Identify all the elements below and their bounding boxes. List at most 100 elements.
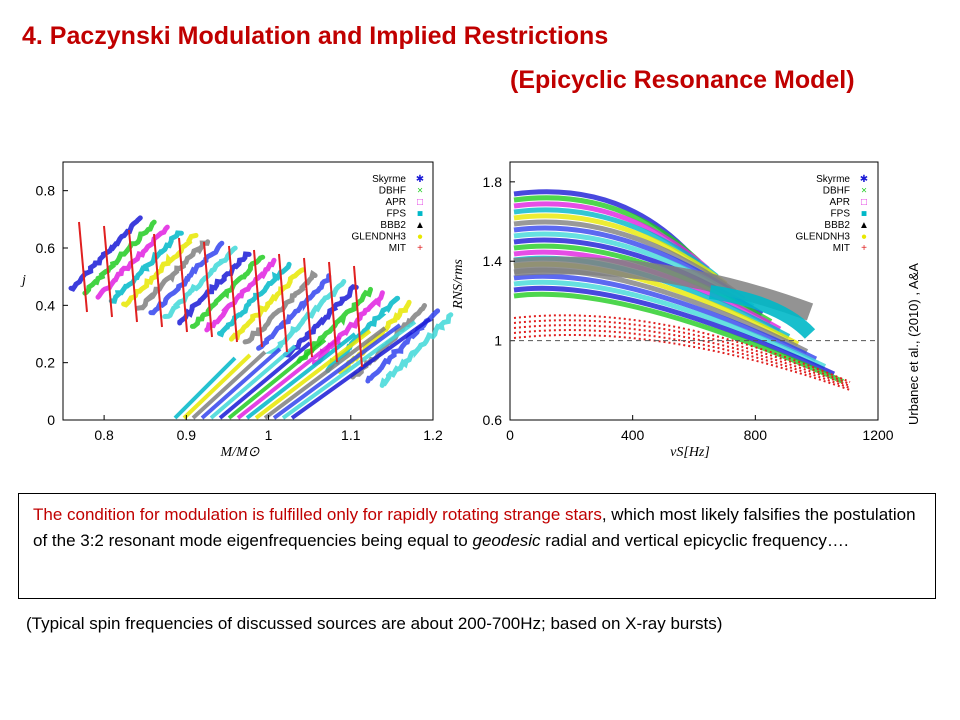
left-x-tick-label: 1.1: [341, 427, 361, 443]
left-mit-streak: [153, 233, 163, 328]
left-mit-streak: [103, 225, 113, 318]
right-y-axis-label: RNS/rms: [451, 259, 466, 310]
left-y-tick-label: 0: [47, 412, 55, 428]
left-legend-marker: ●: [417, 232, 423, 243]
right-legend-label: Skyrme: [816, 174, 850, 185]
left-series-streak: [121, 232, 199, 308]
left-y-tick-label: 0.4: [36, 297, 56, 313]
right-mit-band: [513, 333, 851, 391]
right-y-tick-label: 0.6: [483, 412, 503, 428]
left-series-streak: [245, 332, 357, 420]
left-legend-label: FPS: [387, 209, 407, 220]
right-legend-marker: ●: [861, 232, 867, 243]
left-chart: 0.8 0.9 1 1.1 1.2 0 0.2 0.4 0.6 0.8 M/M⊙ j Skyrme…: [20, 161, 454, 460]
right-x-tick-label: 0: [506, 427, 514, 443]
figure-panels: 0.8 0.9 1 1.1 1.2 0 0.2 0.4 0.6 0.8 M/M⊙ j Skyrme…: [20, 161, 894, 460]
left-series-streak: [227, 338, 327, 420]
left-legend: Skyrme ✱ DBHF × APR □ FPS ■ BBB2 ▲ GLENDNH3 ● MIT +: [352, 174, 425, 254]
right-series-band: [513, 256, 814, 321]
left-series-streak: [263, 326, 387, 420]
right-y-tick-label: 1.4: [483, 253, 503, 269]
right-y-tick-label: 1: [494, 333, 502, 349]
left-series-streak: [200, 347, 282, 420]
conclusion-italic-word: geodesic: [472, 531, 541, 550]
left-series-streak: [272, 323, 402, 420]
left-legend-label: DBHF: [379, 186, 406, 197]
left-series-streak: [228, 267, 306, 342]
left-y-tick-label: 0.8: [36, 183, 56, 199]
footnote-spin-frequencies: (Typical spin frequencies of discussed s…: [26, 614, 723, 633]
right-data-region: [513, 189, 851, 391]
left-mit-streak: [328, 261, 338, 363]
left-legend-marker: ▲: [415, 220, 425, 231]
left-x-tick-label: 1.2: [423, 427, 443, 443]
left-legend-marker: +: [417, 243, 423, 254]
right-series-band: [513, 213, 728, 286]
left-series-streak: [108, 230, 184, 304]
left-mit-streak: [353, 265, 363, 368]
left-series-streak: [177, 251, 252, 326]
right-legend: Skyrme ✱ DBHF × APR □ FPS ■ BBB2 ▲ GLENDNH3 ● MIT +: [796, 174, 869, 254]
right-mit-band: [513, 329, 851, 389]
left-x-tick-label: 0.9: [177, 427, 197, 443]
right-chart: 0 400 800 1200 0.6 1 1.4 1.8 νS[Hz] RNS/rms Sky…: [451, 161, 894, 460]
left-series-streak: [189, 254, 266, 329]
right-legend-label: APR: [829, 197, 850, 208]
left-series-streak: [173, 356, 237, 420]
right-series-band: [513, 291, 845, 384]
right-legend-label: GLENDNH3: [796, 232, 851, 243]
right-legend-label: MIT: [833, 243, 850, 254]
right-legend-label: BBB2: [824, 220, 850, 231]
right-legend-marker: ×: [861, 186, 867, 197]
left-mit-streak: [228, 245, 238, 343]
slide-title: 4. Paczynski Modulation and Implied Rest…: [22, 22, 609, 50]
left-mit-streak: [128, 229, 138, 323]
right-legend-label: FPS: [831, 209, 851, 220]
left-series-streak: [182, 353, 252, 420]
left-series-streak: [256, 273, 332, 351]
left-data-region: [68, 215, 454, 420]
right-legend-marker: +: [861, 243, 867, 254]
conclusion-text-part2: radial and vertical epicyclic frequency……: [540, 531, 849, 550]
left-legend-marker: □: [417, 197, 423, 208]
right-series-band: [513, 279, 827, 369]
left-series-streak: [217, 261, 292, 338]
left-mit-streak: [253, 249, 263, 348]
conclusion-text-part1: , which most likely falsifies the postul…: [33, 505, 916, 550]
left-x-axis-label: M/M⊙: [220, 445, 260, 460]
left-series-streak: [242, 269, 318, 345]
left-series-streak: [379, 312, 454, 388]
left-x-tick-label: 1: [265, 427, 273, 443]
right-series-band: [513, 285, 836, 377]
left-mit-streak: [78, 221, 88, 313]
left-series-streak: [191, 350, 267, 420]
left-mit-streak: [178, 237, 188, 333]
left-series-streak: [148, 240, 225, 316]
left-series-streak: [283, 284, 359, 358]
left-series-streak: [218, 341, 312, 420]
right-x-axis-label: νS[Hz]: [670, 445, 710, 460]
left-legend-label: BBB2: [380, 220, 406, 231]
conclusion-highlight: The condition for modulation is fulfille…: [33, 505, 602, 524]
left-series-streak: [82, 219, 157, 296]
right-x-tick-label: 800: [744, 427, 768, 443]
left-legend-marker: ✱: [416, 174, 424, 185]
right-legend-marker: ▲: [859, 220, 869, 231]
right-x-tick-label: 1200: [862, 427, 893, 443]
right-y-tick-label: 1.8: [483, 174, 503, 190]
left-y-axis-label: j: [20, 273, 26, 288]
left-series-streak: [209, 344, 297, 420]
left-series-streak: [312, 290, 385, 366]
right-legend-marker: ✱: [860, 174, 868, 185]
left-y-tick-label: 0.6: [36, 240, 56, 256]
slide-subtitle: (Epicyclic Resonance Model): [510, 66, 855, 94]
left-series-streak: [135, 239, 211, 311]
left-series-streak: [290, 317, 432, 420]
right-mit-band: [513, 324, 851, 387]
left-legend-marker: ×: [417, 186, 423, 197]
left-series-streak: [254, 329, 372, 420]
left-series-streak: [281, 320, 417, 420]
left-legend-label: Skyrme: [372, 174, 406, 185]
left-series-streak: [204, 257, 277, 333]
left-y-tick-label: 0.2: [36, 355, 56, 371]
